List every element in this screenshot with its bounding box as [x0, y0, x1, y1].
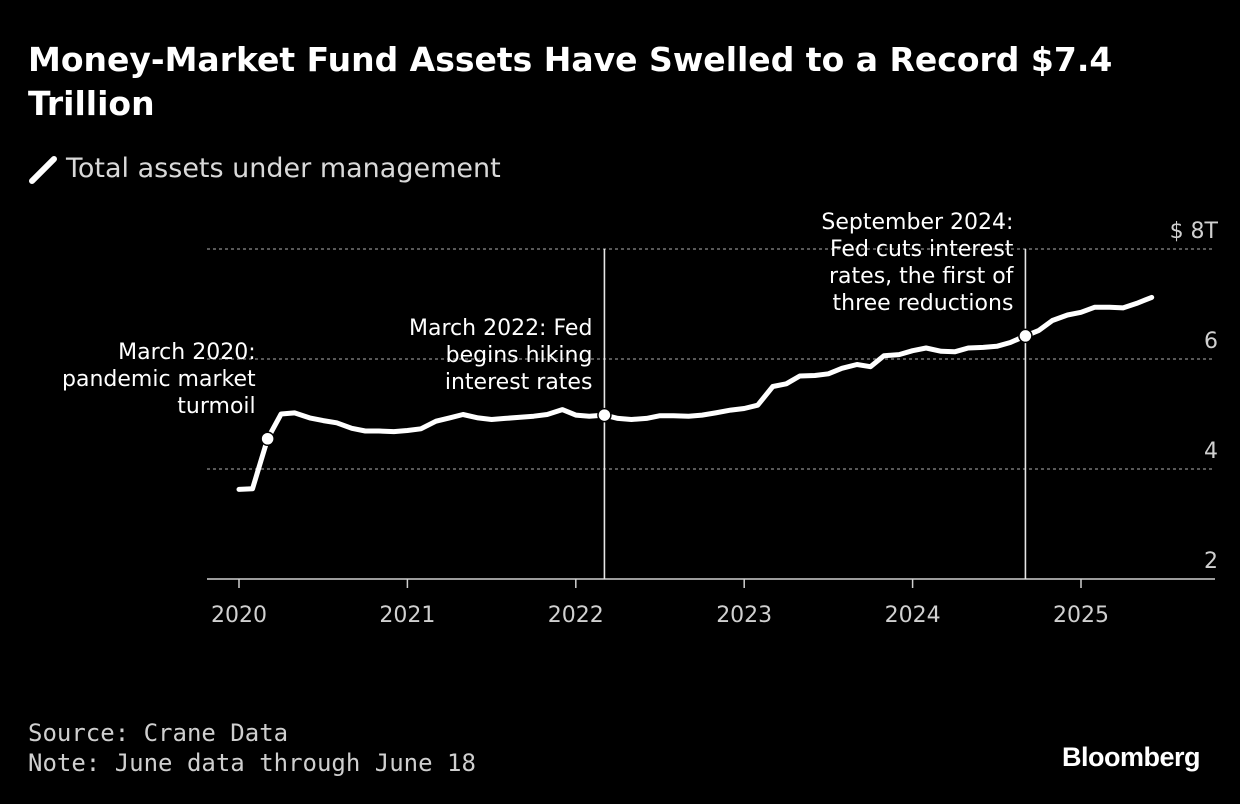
line-chart: $ 8T 6 4 2 2020 2021 2022 2023 2024 2025 March 202… [62, 210, 1219, 628]
event-marker-1 [597, 407, 612, 423]
x-tick-label-2021: 2021 [379, 603, 435, 628]
event-annotation-1-line-1: begins hiking [446, 343, 593, 368]
event-annotation-0-line-0: March 2020: [118, 340, 255, 365]
legend: Total assets under management [28, 148, 501, 188]
x-tick-label-2024: 2024 [885, 603, 941, 628]
event-annotation-0-line-1: pandemic market [62, 367, 256, 392]
legend-line-icon [29, 156, 57, 184]
x-tick-label-2022: 2022 [548, 603, 604, 628]
event-annotation-2-line-0: September 2024: [821, 210, 1013, 235]
legend-label: Total assets under management [66, 152, 501, 184]
x-tick-label-2023: 2023 [716, 603, 772, 628]
event-annotation-2-line-2: rates, the first of [829, 264, 1015, 289]
event-annotation-0-line-2: turmoil [177, 394, 255, 419]
event-marker-2 [1018, 328, 1033, 344]
event-annotation-2-line-1: Fed cuts interest [830, 237, 1014, 262]
footer: Source: Crane Data Note: June data throu… [28, 718, 476, 778]
source-text: Source: Crane Data [28, 719, 289, 747]
chart-title: Money-Market Fund Assets Have Swelled to… [28, 40, 1113, 123]
event-annotation-2-line-3: three reductions [833, 291, 1014, 316]
x-tick-label-2025: 2025 [1053, 603, 1109, 628]
note-text: Note: June data through June 18 [28, 749, 476, 777]
bloomberg-logo: Bloomberg [1061, 742, 1201, 772]
y-tick-label-6: 6 [1204, 329, 1218, 354]
event-annotation-1-line-0: March 2022: Fed [409, 316, 592, 341]
x-tick-label-2020: 2020 [211, 603, 267, 628]
y-tick-label-8: $ 8T [1170, 219, 1219, 244]
series-line [236, 294, 1155, 492]
y-tick-label-4: 4 [1204, 439, 1218, 464]
event-marker-0 [260, 431, 275, 446]
y-tick-label-2: 2 [1204, 549, 1218, 574]
event-annotation-1-line-2: interest rates [445, 370, 593, 395]
